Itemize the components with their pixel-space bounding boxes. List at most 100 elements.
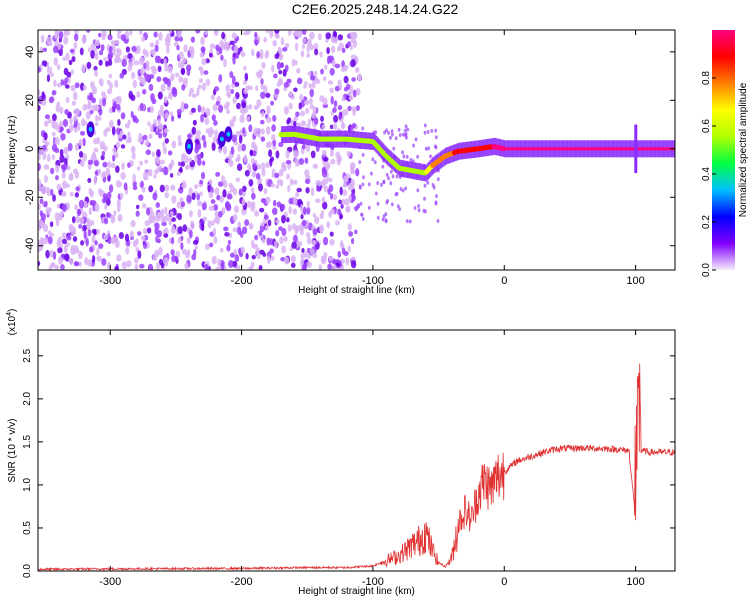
noise-blob [78, 261, 82, 267]
noise-blob [332, 123, 338, 130]
noise-blob [177, 161, 182, 167]
noise-blob [153, 31, 158, 38]
noise-blob [311, 80, 316, 89]
noise-blob [159, 159, 165, 165]
noise-blob [291, 58, 296, 67]
noise-blob [275, 219, 280, 224]
noise-blob [114, 79, 119, 88]
noise-blob [62, 119, 69, 128]
noise-blob [287, 184, 291, 193]
noise-blob [226, 108, 230, 115]
noise-blob [341, 96, 345, 102]
noise-blob [204, 264, 209, 270]
noise-blob [138, 56, 145, 66]
noise-blob [361, 152, 365, 157]
noise-blob [236, 264, 241, 270]
noise-blob [49, 221, 54, 228]
noise-blob [383, 130, 386, 135]
noise-blob [119, 72, 125, 79]
noise-blob [158, 123, 164, 130]
noise-blob [164, 138, 169, 144]
noise-blob [275, 229, 280, 237]
noise-blob [160, 83, 166, 92]
colorbar-scale [712, 30, 735, 270]
noise-blob [423, 130, 427, 135]
noise-blob [318, 33, 322, 41]
noise-blob [98, 50, 104, 56]
noise-blob [215, 216, 221, 225]
noise-blob [141, 186, 146, 193]
noise-blob [329, 124, 334, 130]
noise-blob [304, 250, 309, 258]
noise-blob [319, 212, 324, 220]
noise-blob [98, 78, 103, 85]
noise-blob [214, 129, 219, 138]
x-tick-label: -300 [99, 275, 121, 287]
noise-blob [38, 178, 42, 187]
noise-blob [86, 30, 91, 33]
noise-blob [433, 144, 437, 149]
noise-blob [263, 187, 268, 195]
noise-blob [148, 83, 154, 92]
noise-blob [167, 150, 173, 156]
noise-blob [390, 202, 394, 207]
noise-blob [225, 84, 231, 93]
noise-blob [238, 188, 243, 196]
noise-blob [314, 198, 321, 204]
noise-blob [79, 47, 84, 56]
noise-blob [384, 219, 388, 224]
noise-blob [159, 184, 165, 193]
noise-blob [392, 146, 396, 151]
noise-blob [291, 223, 297, 231]
noise-blob [281, 227, 287, 237]
noise-blob [38, 239, 42, 247]
noise-blob [263, 85, 268, 94]
noise-blob [329, 87, 334, 94]
noise-blob [371, 157, 375, 162]
noise-blob [197, 158, 202, 166]
noise-blob [71, 100, 77, 106]
noise-blob [186, 68, 191, 76]
noise-blob [44, 114, 50, 120]
noise-blob [96, 247, 100, 256]
noise-blob [251, 254, 256, 260]
noise-blob [52, 45, 59, 54]
noise-blob [405, 219, 409, 224]
noise-blob [258, 230, 262, 237]
noise-blob [47, 118, 52, 124]
noise-blob [247, 85, 253, 91]
noise-blob [51, 113, 57, 122]
noise-blob [344, 198, 350, 206]
noise-blob [424, 209, 427, 214]
noise-blob [251, 48, 255, 57]
noise-blob [263, 214, 269, 220]
noise-blob [280, 37, 285, 46]
noise-blob [248, 178, 254, 187]
noise-blob [229, 71, 234, 79]
noise-blob [100, 154, 105, 161]
noise-blob [309, 88, 314, 98]
noise-blob [64, 242, 71, 248]
noise-blob [60, 133, 66, 141]
noise-blob [305, 143, 311, 153]
noise-blob [115, 48, 121, 53]
noise-blob [387, 130, 390, 135]
noise-blob [323, 156, 329, 162]
noise-blob [398, 207, 402, 212]
noise-blob [128, 61, 134, 67]
noise-blob [87, 159, 94, 165]
y-tick-label: 1.0 [22, 478, 33, 492]
noise-blob [329, 148, 334, 157]
noise-blob [248, 103, 253, 110]
noise-blob [199, 179, 204, 185]
noise-blob [244, 169, 250, 177]
noise-blob [94, 39, 100, 47]
noise-blob [201, 58, 207, 66]
noise-blob [50, 167, 55, 175]
noise-blob [401, 150, 404, 155]
noise-blob [430, 128, 434, 133]
noise-blob [54, 33, 59, 40]
noise-blob [288, 102, 293, 110]
noise-blob [341, 198, 345, 206]
noise-blob [180, 161, 186, 167]
